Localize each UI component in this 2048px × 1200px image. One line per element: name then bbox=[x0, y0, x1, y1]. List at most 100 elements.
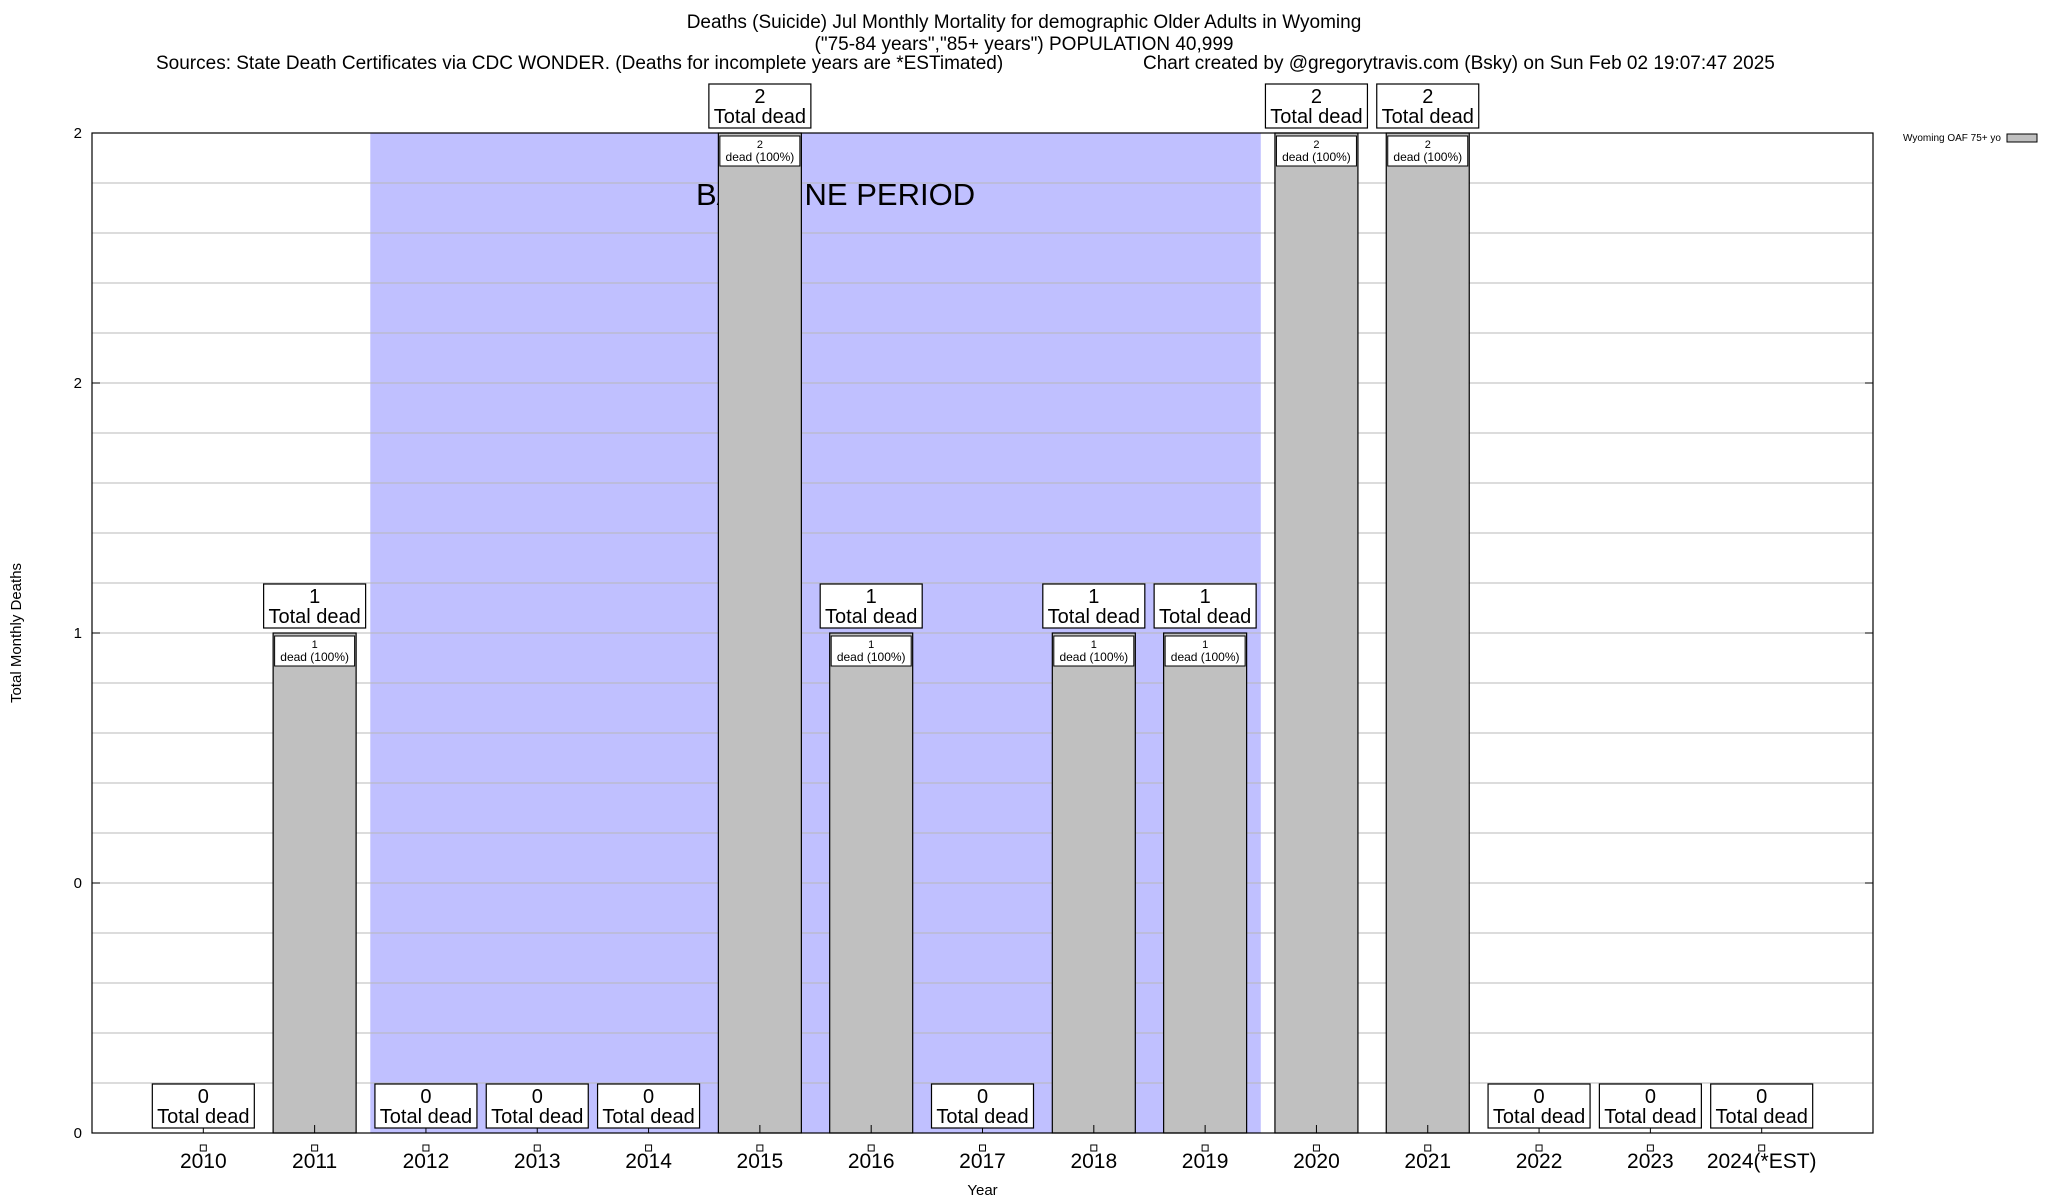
x-tick-label-2019: 2019 bbox=[1182, 1150, 1229, 1173]
x-marker bbox=[311, 1144, 319, 1152]
total-label-value: 0 bbox=[977, 1086, 988, 1108]
x-tick-label-2023: 2023 bbox=[1627, 1150, 1674, 1173]
x-marker bbox=[1535, 1144, 1543, 1152]
bar-2021 bbox=[1385, 132, 1470, 1134]
total-label-box bbox=[1598, 1083, 1702, 1129]
inner-label-text: dead (100%) bbox=[1059, 650, 1128, 664]
inner-label-text: dead (100%) bbox=[1171, 650, 1240, 664]
x-tick-label-2010: 2010 bbox=[180, 1150, 227, 1173]
inner-label-value: 1 bbox=[312, 639, 318, 651]
total-label-value: 1 bbox=[1200, 586, 1211, 608]
total-label-text: Total dead bbox=[602, 1106, 694, 1128]
total-label-value: 2 bbox=[754, 86, 765, 108]
inner-label-value: 2 bbox=[1313, 139, 1319, 151]
total-label-box bbox=[485, 1083, 589, 1129]
x-marker bbox=[1646, 1144, 1654, 1152]
total-label-text: Total dead bbox=[1382, 106, 1474, 128]
inner-label-box bbox=[719, 135, 801, 167]
inner-label-text: dead (100%) bbox=[1282, 150, 1351, 164]
total-label-box bbox=[1153, 583, 1257, 629]
x-marker bbox=[1201, 1144, 1209, 1152]
bar-2016 bbox=[829, 632, 914, 1134]
bar-2011 bbox=[272, 632, 357, 1134]
x-tick-label-2013: 2013 bbox=[514, 1150, 561, 1173]
x-tick-label-2016: 2016 bbox=[848, 1150, 895, 1173]
x-tick-label-2017: 2017 bbox=[959, 1150, 1006, 1173]
inner-label-text: dead (100%) bbox=[1393, 150, 1462, 164]
bar-2018 bbox=[1051, 632, 1136, 1134]
total-label-box bbox=[263, 583, 367, 629]
total-label-box bbox=[1487, 1083, 1591, 1129]
total-label-value: 0 bbox=[1756, 1086, 1767, 1108]
sources-row: Sources: State Death Certificates via CD… bbox=[0, 53, 2048, 77]
total-label-value: 2 bbox=[1422, 86, 1433, 108]
total-label-text: Total dead bbox=[714, 106, 806, 128]
y-tick-label: 0 bbox=[74, 1125, 82, 1142]
y-tick-label: 0 bbox=[74, 875, 82, 892]
total-label-value: 0 bbox=[532, 1086, 543, 1108]
total-label-box bbox=[930, 1083, 1035, 1129]
legend-label: Wyoming OAF 75+ yo bbox=[1903, 133, 2001, 144]
x-tick-label-2015: 2015 bbox=[737, 1150, 784, 1173]
inner-label-text: dead (100%) bbox=[280, 650, 349, 664]
total-label-text: Total dead bbox=[268, 606, 360, 628]
title-line-2: ("75-84 years","85+ years") POPULATION 4… bbox=[814, 34, 1234, 55]
x-tick-label-2024(*EST): 2024(*EST) bbox=[1707, 1150, 1817, 1173]
total-label-value: 2 bbox=[1311, 86, 1322, 108]
legend-swatch bbox=[2006, 133, 2038, 143]
inner-label-box bbox=[1053, 635, 1135, 667]
x-marker bbox=[422, 1144, 430, 1152]
x-tick-label-2021: 2021 bbox=[1404, 1150, 1451, 1173]
x-marker bbox=[1424, 1144, 1432, 1152]
credit-text: Chart created by @gregorytravis.com (Bsk… bbox=[1143, 53, 1775, 74]
total-label-value: 0 bbox=[1534, 1086, 1545, 1108]
inner-label-value: 1 bbox=[1091, 639, 1097, 651]
bar-2015 bbox=[717, 132, 802, 1134]
bar-2019 bbox=[1163, 632, 1248, 1134]
x-tick-label-2011: 2011 bbox=[292, 1150, 337, 1173]
x-marker bbox=[979, 1144, 986, 1152]
total-label-value: 1 bbox=[309, 586, 320, 608]
y-tick-label: 2 bbox=[74, 375, 82, 392]
inner-label-box bbox=[1387, 135, 1469, 167]
inner-label-box bbox=[1275, 135, 1357, 167]
x-marker bbox=[533, 1144, 541, 1152]
total-label-text: Total dead bbox=[825, 606, 917, 628]
total-label-text: Total dead bbox=[1604, 1106, 1696, 1128]
inner-label-box bbox=[274, 635, 356, 667]
total-label-text: Total dead bbox=[1493, 1106, 1585, 1128]
total-label-box bbox=[596, 1083, 701, 1129]
x-tick-label-2018: 2018 bbox=[1070, 1150, 1117, 1173]
total-label-value: 0 bbox=[1645, 1086, 1656, 1108]
total-label-text: Total dead bbox=[1270, 106, 1362, 128]
total-label-text: Total dead bbox=[936, 1106, 1028, 1128]
x-marker bbox=[1758, 1144, 1766, 1152]
x-marker bbox=[645, 1144, 653, 1152]
total-label-value: 1 bbox=[866, 586, 877, 608]
total-label-box bbox=[708, 83, 812, 129]
inner-label-box bbox=[1164, 635, 1246, 667]
bar-2020 bbox=[1274, 132, 1359, 1134]
x-marker bbox=[1090, 1144, 1098, 1152]
x-axis-label: Year bbox=[967, 1182, 997, 1199]
y-tick-label: 2 bbox=[74, 125, 82, 142]
total-label-text: Total dead bbox=[1159, 606, 1251, 628]
total-label-box bbox=[1376, 83, 1480, 129]
x-marker bbox=[1312, 1144, 1320, 1152]
x-marker bbox=[199, 1144, 207, 1152]
inner-label-text: dead (100%) bbox=[837, 650, 906, 664]
total-label-box bbox=[819, 583, 923, 629]
y-axis-label: Total Monthly Deaths bbox=[8, 563, 25, 703]
sources-text: Sources: State Death Certificates via CD… bbox=[156, 53, 1004, 74]
total-label-text: Total dead bbox=[491, 1106, 583, 1128]
total-label-box bbox=[1264, 83, 1369, 129]
total-label-box bbox=[1710, 1083, 1814, 1129]
total-label-text: Total dead bbox=[1716, 1106, 1808, 1128]
x-tick-label-2020: 2020 bbox=[1293, 1150, 1340, 1173]
total-label-text: Total dead bbox=[1048, 606, 1140, 628]
inner-label-value: 2 bbox=[757, 139, 763, 151]
title-line-1: Deaths (Suicide) Jul Monthly Mortality f… bbox=[686, 12, 1362, 33]
total-label-value: 0 bbox=[420, 1086, 431, 1108]
total-label-box bbox=[151, 1083, 255, 1129]
